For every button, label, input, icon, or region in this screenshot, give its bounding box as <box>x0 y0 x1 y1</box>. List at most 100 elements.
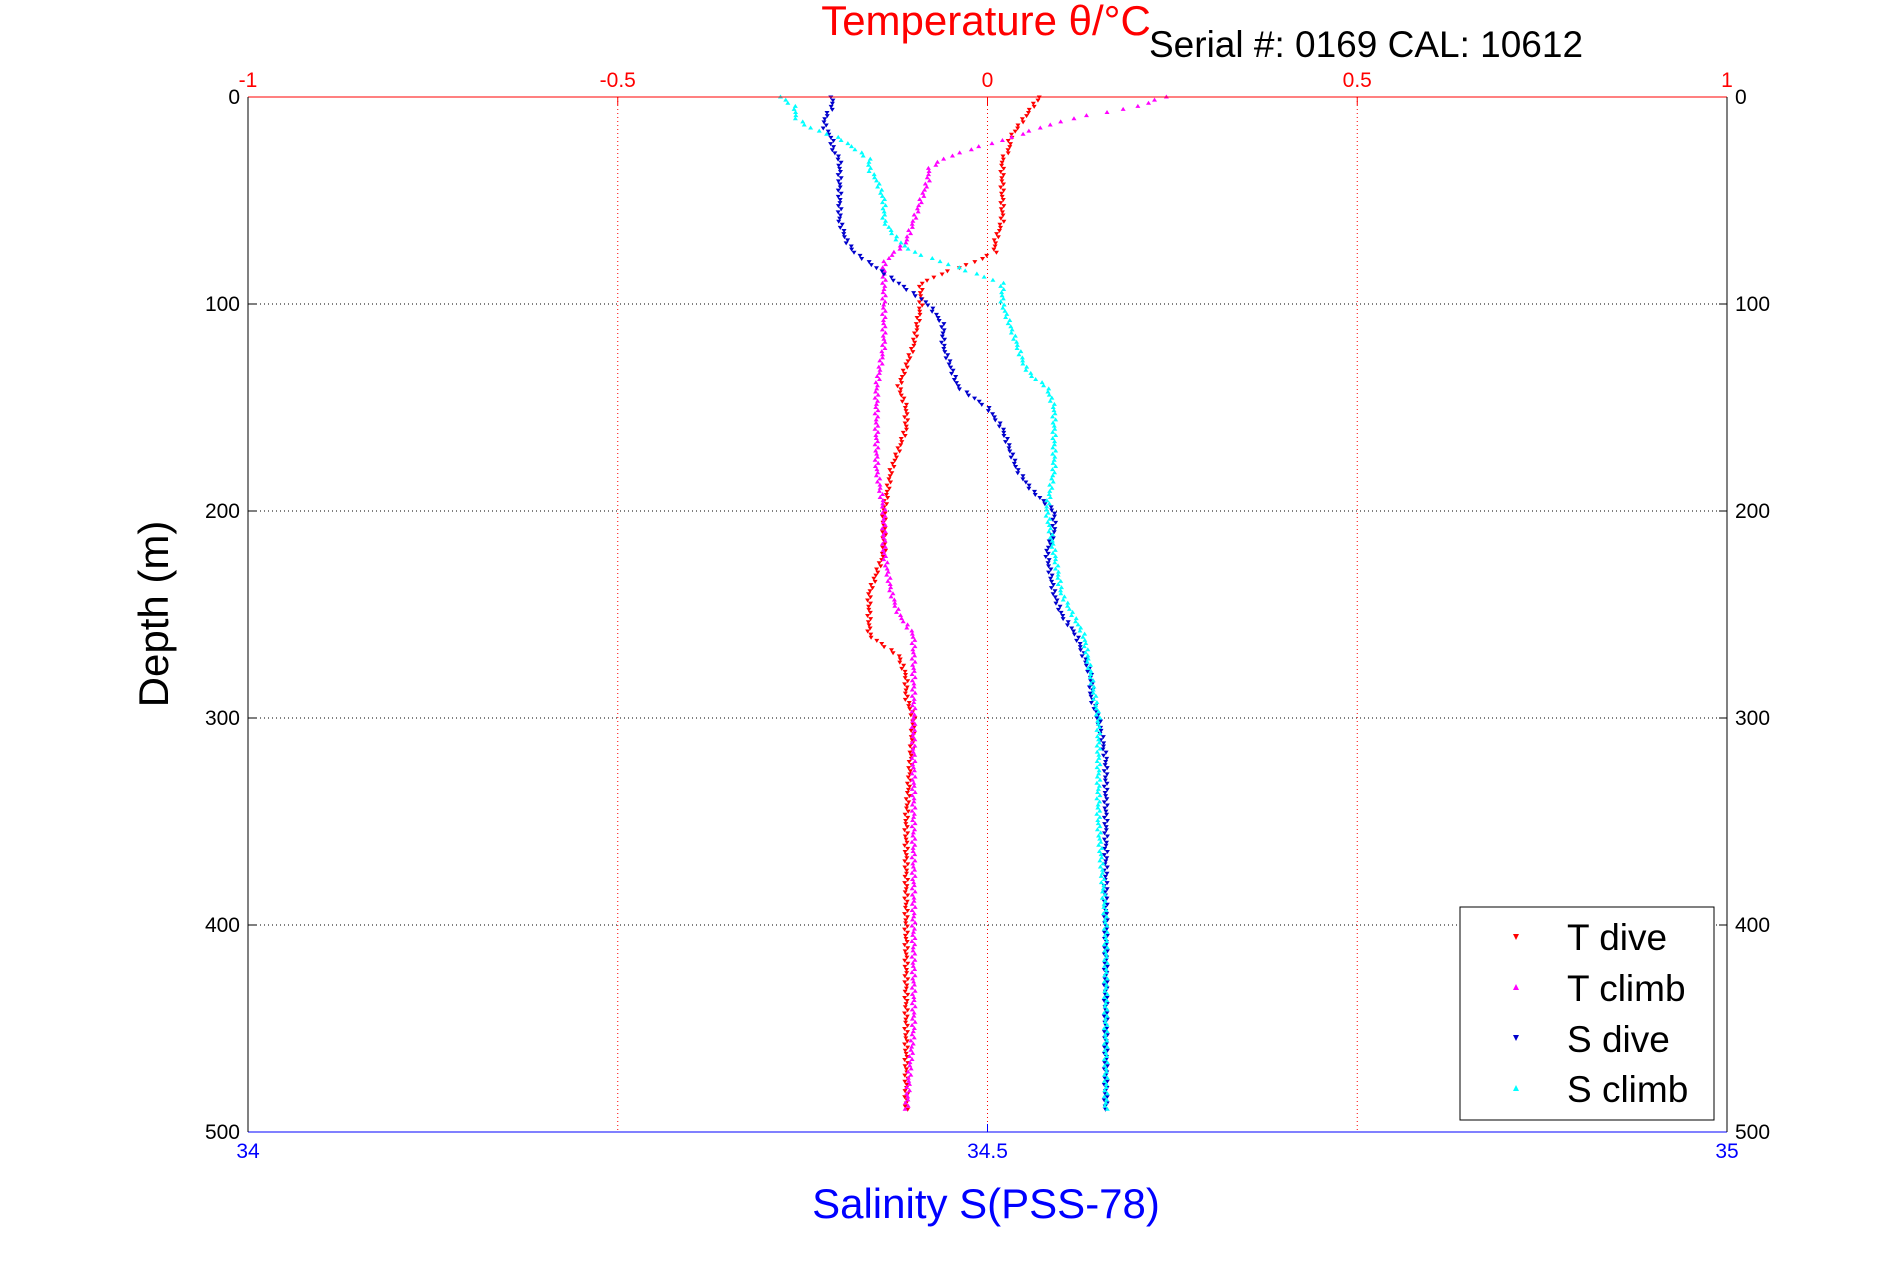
data-point-t-climb <box>881 557 887 562</box>
data-point-t-dive <box>902 834 908 839</box>
data-point-s-dive <box>1048 586 1054 591</box>
data-point-t-climb <box>910 634 916 639</box>
data-point-s-climb <box>1101 994 1107 999</box>
y-axis-title: Depth (m) <box>130 521 177 708</box>
data-point-t-dive <box>910 337 916 342</box>
data-point-t-climb <box>879 311 885 316</box>
data-point-t-climb <box>909 1044 915 1049</box>
data-point-t-dive <box>1007 145 1013 150</box>
data-point-s-climb <box>1050 451 1056 456</box>
data-point-t-climb <box>910 945 916 950</box>
data-point-t-dive <box>1030 101 1036 106</box>
data-point-s-climb <box>1020 358 1026 363</box>
data-point-t-dive <box>1019 117 1025 122</box>
data-point-t-climb <box>910 650 916 655</box>
data-point-s-dive <box>1088 694 1094 699</box>
data-point-t-dive <box>867 610 873 615</box>
data-point-t-climb <box>1071 116 1077 121</box>
data-point-s-dive <box>1104 834 1110 839</box>
data-point-s-dive <box>1104 766 1110 771</box>
data-point-t-climb <box>912 821 918 826</box>
data-point-t-dive <box>972 260 978 265</box>
data-point-s-climb <box>883 218 889 223</box>
data-point-s-climb <box>1101 1010 1107 1015</box>
data-point-t-climb <box>891 597 897 602</box>
data-point-s-dive <box>820 126 826 131</box>
data-point-t-dive <box>902 843 908 848</box>
data-point-s-climb <box>1090 690 1096 695</box>
data-point-t-dive <box>867 601 873 606</box>
data-point-s-climb <box>893 237 899 242</box>
data-point-s-climb <box>1055 581 1061 586</box>
data-point-t-climb <box>880 318 886 323</box>
data-point-s-dive <box>940 331 946 336</box>
data-point-t-climb <box>872 463 878 468</box>
data-point-t-dive <box>906 759 912 764</box>
data-point-t-climb <box>880 501 886 506</box>
data-point-s-climb <box>1069 613 1075 618</box>
data-point-t-dive <box>899 381 905 386</box>
data-point-t-dive <box>904 1039 910 1044</box>
data-point-t-dive <box>916 300 922 305</box>
data-point-s-climb <box>1095 786 1101 791</box>
data-point-s-dive <box>1006 446 1012 451</box>
data-point-s-dive <box>837 170 843 175</box>
data-point-t-climb <box>912 737 918 742</box>
data-point-s-dive <box>1012 458 1018 463</box>
data-point-t-dive <box>901 663 907 668</box>
data-point-t-climb <box>892 600 898 605</box>
data-point-s-climb <box>1047 488 1053 493</box>
data-point-t-climb <box>912 805 918 810</box>
data-point-s-climb <box>1096 833 1102 838</box>
data-point-s-climb <box>1096 783 1102 788</box>
data-point-t-dive <box>906 353 912 358</box>
data-point-s-climb <box>1094 774 1100 779</box>
data-point-t-dive <box>888 480 894 485</box>
data-point-t-dive <box>899 666 905 671</box>
data-point-s-climb <box>880 206 886 211</box>
data-point-t-dive <box>904 840 910 845</box>
data-point-t-dive <box>872 579 878 584</box>
data-point-s-climb <box>1098 839 1104 844</box>
data-point-t-dive <box>903 1002 909 1007</box>
data-point-t-dive <box>903 818 909 823</box>
data-point-s-climb <box>1096 737 1102 742</box>
data-point-t-climb <box>922 181 928 186</box>
data-point-s-climb <box>1103 1035 1109 1040</box>
data-point-s-climb <box>879 200 885 205</box>
data-point-t-dive <box>905 977 911 982</box>
data-point-t-dive <box>904 825 910 830</box>
data-point-t-climb <box>911 926 917 931</box>
data-point-s-climb <box>1073 619 1079 624</box>
legend-marker-s-climb <box>1513 1085 1519 1091</box>
data-point-s-dive <box>972 396 978 401</box>
data-point-t-climb <box>882 563 888 568</box>
data-point-s-dive <box>1041 499 1047 504</box>
data-point-s-climb <box>872 175 878 180</box>
data-point-s-dive <box>992 418 998 423</box>
data-point-s-dive <box>857 253 863 258</box>
data-point-t-climb <box>873 417 879 422</box>
data-point-t-climb <box>910 861 916 866</box>
data-point-s-climb <box>1104 991 1110 996</box>
data-point-s-dive <box>1104 781 1110 786</box>
data-point-t-dive <box>1005 151 1011 156</box>
data-point-s-climb <box>1058 588 1064 593</box>
data-point-t-climb <box>911 895 917 900</box>
tick-label-temperature: -0.5 <box>600 69 636 92</box>
data-point-s-climb <box>1053 557 1059 562</box>
data-point-t-climb <box>880 519 886 524</box>
data-point-t-climb <box>887 588 893 593</box>
data-point-s-dive <box>953 374 959 379</box>
data-point-t-climb <box>914 206 920 211</box>
data-point-t-dive <box>906 800 912 805</box>
data-point-t-climb <box>926 169 932 174</box>
data-point-t-climb <box>911 911 917 916</box>
data-point-s-climb <box>1095 790 1101 795</box>
data-point-s-climb <box>1055 569 1061 574</box>
data-point-t-dive <box>902 850 908 855</box>
data-point-s-dive <box>830 98 836 103</box>
data-point-s-dive <box>849 247 855 252</box>
data-point-t-dive <box>903 936 909 941</box>
data-point-t-dive <box>904 1014 910 1019</box>
